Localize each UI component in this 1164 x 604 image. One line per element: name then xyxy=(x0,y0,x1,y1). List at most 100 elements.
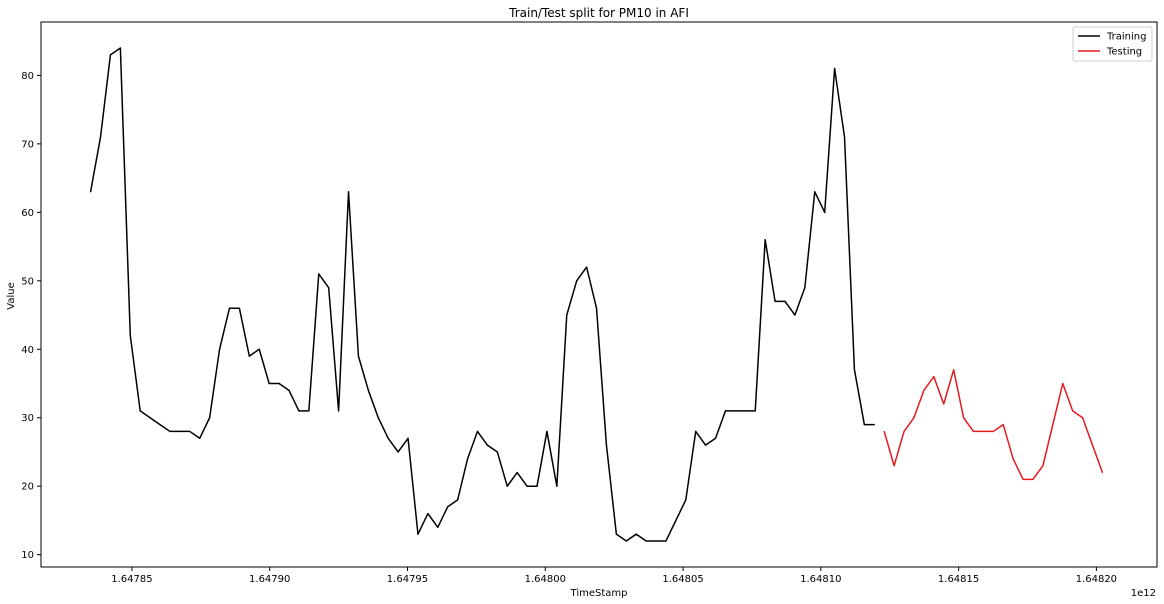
training-point xyxy=(605,444,608,446)
training-point xyxy=(357,355,360,357)
x-tick-label: 1.64800 xyxy=(525,574,566,585)
training-point xyxy=(338,410,340,412)
training-point xyxy=(655,540,657,542)
testing-point xyxy=(962,417,965,419)
training-point xyxy=(586,266,588,268)
training-point xyxy=(328,287,330,289)
series-line-training xyxy=(89,47,875,542)
training-point xyxy=(794,314,796,316)
y-tick-label: 80 xyxy=(21,71,34,82)
training-point xyxy=(209,417,211,419)
training-point xyxy=(159,423,161,426)
testing-point xyxy=(1062,382,1064,385)
training-point xyxy=(853,369,856,371)
training-point xyxy=(417,533,419,535)
training-point xyxy=(318,273,320,275)
testing-point xyxy=(1022,478,1024,480)
training-point xyxy=(288,389,290,391)
training-point xyxy=(754,410,756,412)
training-point xyxy=(466,458,469,460)
training-point xyxy=(169,430,171,433)
legend-label-testing: Testing xyxy=(1106,47,1142,58)
y-tick-label: 60 xyxy=(21,208,34,219)
training-point xyxy=(377,417,379,419)
training-point xyxy=(814,191,816,193)
training-point xyxy=(119,47,121,49)
x-axis-ticks: 1.64785 1.64790 1.64795 1.64800 1.64805 1.648… xyxy=(111,567,1117,585)
x-tick-label: 1.64810 xyxy=(800,574,841,585)
testing-point xyxy=(1101,471,1104,474)
plot-frame xyxy=(40,21,1158,568)
training-point xyxy=(734,410,737,412)
training-point xyxy=(139,410,141,412)
training-point xyxy=(258,348,260,350)
training-point xyxy=(486,444,488,446)
testing-point xyxy=(923,389,925,391)
y-axis-ticks: 10 20 30 40 50 60 70 80 xyxy=(21,71,41,561)
testing-point xyxy=(883,430,885,433)
training-point xyxy=(298,410,300,412)
x-tick-label: 1.64805 xyxy=(662,574,703,585)
series-lines xyxy=(89,47,1104,542)
testing-point xyxy=(1052,423,1054,426)
training-point xyxy=(744,410,746,412)
training-point xyxy=(516,471,518,474)
testing-point xyxy=(1012,458,1014,460)
testing-point xyxy=(893,465,895,467)
training-point xyxy=(834,67,836,70)
training-point xyxy=(427,513,429,515)
testing-point xyxy=(982,430,985,433)
training-point xyxy=(665,540,667,542)
training-point xyxy=(397,451,399,453)
testing-point xyxy=(943,403,945,405)
y-tick-label: 70 xyxy=(21,139,34,150)
training-point xyxy=(675,519,677,522)
training-point xyxy=(824,211,826,213)
y-tick-label: 20 xyxy=(21,482,34,493)
training-point xyxy=(437,526,439,528)
legend: Training Testing xyxy=(1072,26,1153,62)
testing-point xyxy=(1002,423,1004,426)
testing-point xyxy=(1091,444,1094,446)
training-point xyxy=(873,423,875,426)
training-point xyxy=(496,451,498,453)
testing-point xyxy=(1042,465,1044,467)
training-point xyxy=(129,334,131,337)
x-tick-label: 1.64820 xyxy=(1076,574,1117,585)
testing-point xyxy=(1032,478,1034,480)
x-axis-offset-label: 1e12 xyxy=(1131,588,1156,599)
training-point xyxy=(407,437,409,439)
x-tick-label: 1.64785 xyxy=(111,574,152,585)
training-point xyxy=(615,533,617,535)
training-point xyxy=(685,499,687,501)
training-point xyxy=(506,485,508,487)
testing-point xyxy=(1072,410,1074,412)
testing-point xyxy=(933,376,935,378)
training-point xyxy=(635,533,637,535)
training-point xyxy=(526,485,528,487)
testing-point xyxy=(913,417,915,419)
testing-point xyxy=(953,369,955,371)
training-point xyxy=(764,239,766,241)
y-tick-label: 30 xyxy=(21,413,34,424)
legend-label-training: Training xyxy=(1106,32,1146,43)
testing-point xyxy=(992,430,994,433)
training-point xyxy=(179,430,181,433)
training-point xyxy=(536,485,538,487)
training-point xyxy=(714,437,717,439)
training-point xyxy=(149,417,151,419)
training-point xyxy=(804,287,806,289)
x-axis-label: TimeStamp xyxy=(570,588,628,599)
y-axis-label: Value xyxy=(6,282,17,309)
testing-point xyxy=(972,430,975,433)
training-point xyxy=(774,300,776,302)
series-points-training xyxy=(90,47,875,542)
testing-point xyxy=(1082,417,1084,419)
training-point xyxy=(347,191,350,193)
training-point xyxy=(556,485,558,487)
training-point xyxy=(595,307,598,309)
chart-title: Train/Test split for PM10 in AFI xyxy=(508,6,689,20)
x-tick-label: 1.64790 xyxy=(249,574,290,585)
